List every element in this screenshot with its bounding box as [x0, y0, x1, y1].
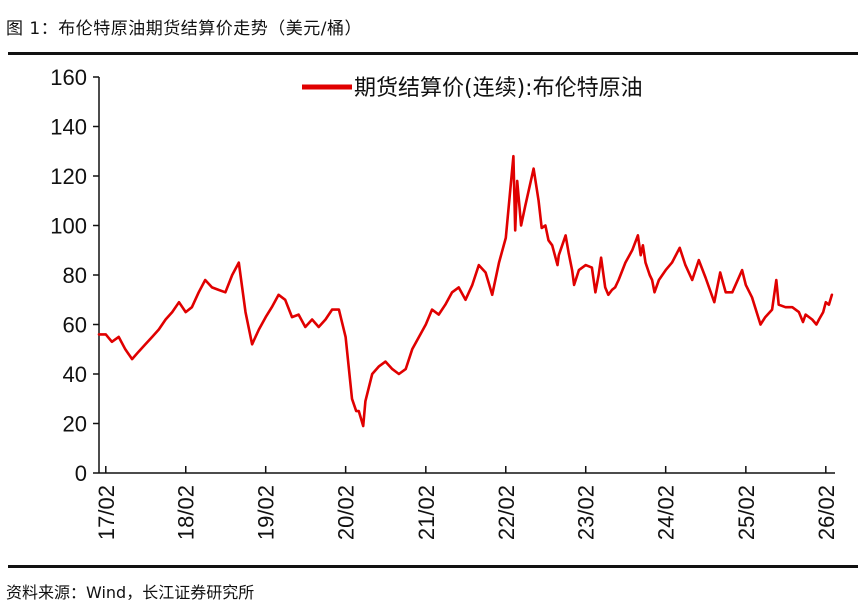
- x-axis: 17/02 18/02 19/02 20/02 21/02 22/02 23/02 24/02…: [94, 466, 839, 540]
- x-tick-label: 26/02: [814, 485, 839, 540]
- y-tick-label: 60: [63, 313, 87, 338]
- x-tick-label: 21/02: [414, 485, 439, 540]
- source-note: 资料来源：Wind，长江证券研究所: [6, 583, 255, 602]
- series-line: [97, 154, 834, 428]
- x-tick-label: 20/02: [334, 485, 359, 540]
- legend-label: 期货结算价(连续):布伦特原油: [354, 76, 643, 101]
- x-tick-label: 17/02: [94, 485, 119, 540]
- x-tick-label: 19/02: [254, 485, 279, 540]
- x-tick-label: 23/02: [574, 485, 599, 540]
- legend: 期货结算价(连续):布伦特原油: [302, 76, 643, 101]
- y-tick-label: 0: [75, 461, 87, 486]
- figure-title: 图 1：布伦特原油期货结算价走势（美元/桶）: [6, 19, 362, 39]
- y-tick-label: 20: [63, 412, 87, 437]
- top-rule: [8, 52, 858, 55]
- series-group: [97, 154, 834, 428]
- y-tick-label: 140: [50, 115, 87, 140]
- bottom-rule: [8, 565, 858, 568]
- x-tick-label: 24/02: [654, 485, 679, 540]
- y-tick-label: 100: [50, 214, 87, 239]
- x-tick-label: 25/02: [734, 485, 759, 540]
- y-tick-label: 80: [63, 263, 87, 288]
- x-tick-label: 18/02: [174, 485, 199, 540]
- x-tick-label: 22/02: [494, 485, 519, 540]
- y-tick-label: 160: [50, 65, 87, 90]
- y-axis: 0 20 40 60 80 100 120 140 160: [50, 65, 100, 486]
- y-tick-label: 40: [63, 362, 87, 387]
- y-tick-label: 120: [50, 164, 87, 189]
- x-ticks: 17/02 18/02 19/02 20/02 21/02 22/02 23/02 24/02…: [94, 466, 839, 540]
- y-ticks: 0 20 40 60 80 100 120 140 160: [50, 65, 99, 486]
